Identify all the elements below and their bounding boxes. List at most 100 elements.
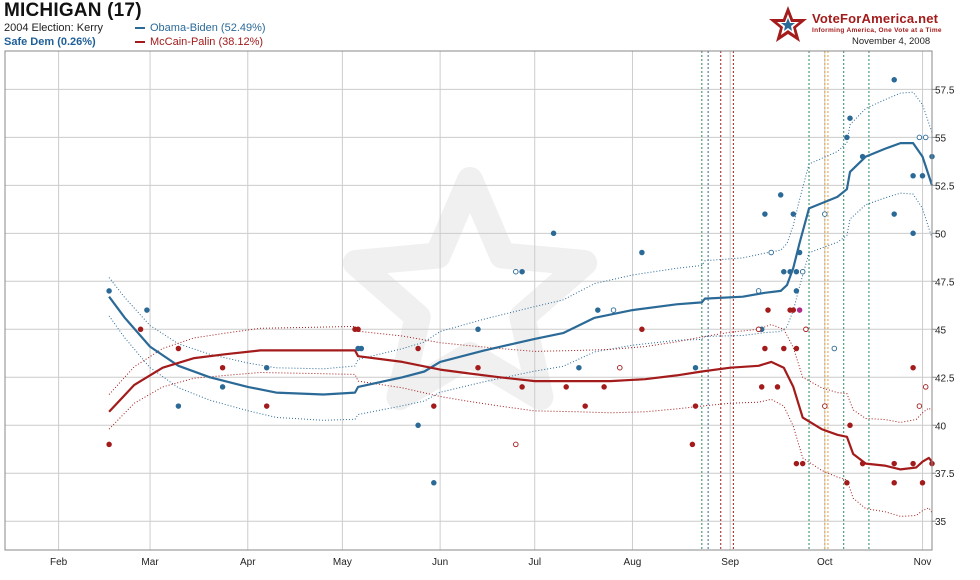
star-watermark	[342, 167, 598, 411]
poll-point	[910, 230, 916, 237]
poll-point	[765, 307, 771, 313]
x-tick-label: Feb	[50, 557, 68, 568]
poll-point	[781, 345, 787, 352]
poll-point	[910, 173, 916, 179]
poll-point	[910, 364, 916, 371]
state-rating: Safe Dem (0.26%)	[4, 36, 96, 48]
plot-border	[4, 50, 933, 551]
poll-point	[891, 480, 897, 486]
poll-point	[175, 345, 182, 352]
watermark-star	[342, 167, 598, 411]
poll-point	[847, 115, 853, 121]
poll-point	[847, 422, 853, 429]
x-tick-label: Jul	[528, 557, 541, 568]
poll-point	[415, 345, 421, 352]
previous-election: 2004 Election: Kerry	[4, 22, 104, 34]
poll-point	[106, 288, 112, 294]
poll-points	[106, 77, 935, 486]
poll-point	[793, 345, 800, 352]
poll-point	[910, 460, 916, 467]
chart-title: MICHIGAN (17)	[4, 0, 142, 21]
poll-point	[358, 345, 365, 352]
poll-point	[639, 249, 645, 256]
poll-point	[762, 211, 768, 217]
poll-point	[774, 384, 781, 390]
y-tick-label: 47.5	[935, 277, 955, 288]
trend-lines	[108, 142, 934, 471]
poll-point	[781, 268, 787, 275]
poll-point	[919, 173, 926, 179]
legend-label: McCain-Palin (38.12%)	[150, 36, 264, 48]
poll-point	[793, 460, 800, 467]
poll-point	[475, 364, 481, 371]
legend-label: Obama-Biden (52.49%)	[150, 22, 266, 34]
poll-point	[790, 307, 797, 313]
y-tick-label: 45	[935, 325, 947, 336]
poll-point	[793, 268, 800, 275]
chart-date: November 4, 2008	[852, 36, 931, 47]
legend-item-mccain: McCain-Palin (38.12%)	[135, 36, 263, 48]
poll-point	[762, 345, 768, 352]
x-tick-label: Sep	[721, 557, 739, 568]
poll-point	[844, 134, 850, 141]
trend-line	[108, 142, 934, 396]
poll-point	[263, 403, 270, 409]
poll-point	[922, 134, 929, 141]
x-tick-label: Mar	[141, 557, 159, 568]
y-tick-label: 57.5	[935, 85, 955, 96]
poll-point	[431, 403, 437, 409]
poll-point	[796, 249, 803, 256]
poll-point	[137, 326, 144, 333]
poll-point	[803, 326, 809, 333]
legend-item-obama: Obama-Biden (52.49%)	[135, 22, 266, 34]
logo-tagline: Informing America, One Vote at a Time	[812, 27, 942, 34]
poll-point	[219, 364, 226, 371]
confidence-bands	[108, 91, 933, 517]
poll-point	[922, 384, 929, 390]
poll-point	[859, 460, 866, 467]
poll-point	[891, 211, 897, 217]
poll-point	[793, 288, 800, 294]
poll-point	[777, 192, 784, 198]
chart-grid	[5, 51, 932, 550]
legend-swatch	[135, 27, 145, 30]
poll-point	[576, 364, 582, 371]
y-tick-label: 55	[935, 133, 947, 144]
poll-point	[519, 384, 525, 390]
y-tick-label: 35	[935, 517, 947, 528]
poll-point	[475, 326, 481, 333]
legend-swatch	[135, 41, 145, 44]
poll-point	[787, 268, 793, 275]
x-tick-label: Jun	[432, 557, 448, 568]
poll-point	[595, 307, 601, 313]
poll-point	[610, 307, 617, 313]
trend-line	[108, 349, 933, 471]
poll-point	[601, 384, 607, 390]
band-upper	[108, 323, 933, 423]
poll-point	[355, 326, 361, 333]
poll-point	[919, 480, 926, 486]
poll-point	[822, 403, 828, 409]
y-tick-label: 52.5	[935, 181, 955, 192]
poll-point	[563, 384, 569, 390]
poll-point	[916, 403, 923, 409]
x-tick-label: May	[333, 557, 352, 568]
poll-point	[144, 307, 150, 313]
poll-point	[758, 384, 765, 390]
star-logo-icon	[769, 6, 807, 42]
poll-point	[891, 77, 897, 83]
poll-point	[513, 441, 519, 448]
poll-point	[891, 460, 897, 467]
poll-point	[689, 441, 696, 448]
poll-point	[859, 153, 866, 160]
poll-point	[844, 480, 850, 486]
poll-point	[582, 403, 588, 409]
poll-point	[831, 345, 838, 352]
x-axis-ticks: Feb Mar Apr May Jun Jul Aug Sep Oct Nov	[50, 557, 931, 568]
band-upper	[108, 91, 933, 370]
logo-text: VoteForAmerica.net	[812, 11, 939, 26]
y-axis-ticks: 35 37.5 40 42.5 45 47.5 50 52.5 55 57.5	[932, 85, 955, 528]
poll-point	[106, 441, 112, 448]
poll-point	[822, 211, 828, 217]
